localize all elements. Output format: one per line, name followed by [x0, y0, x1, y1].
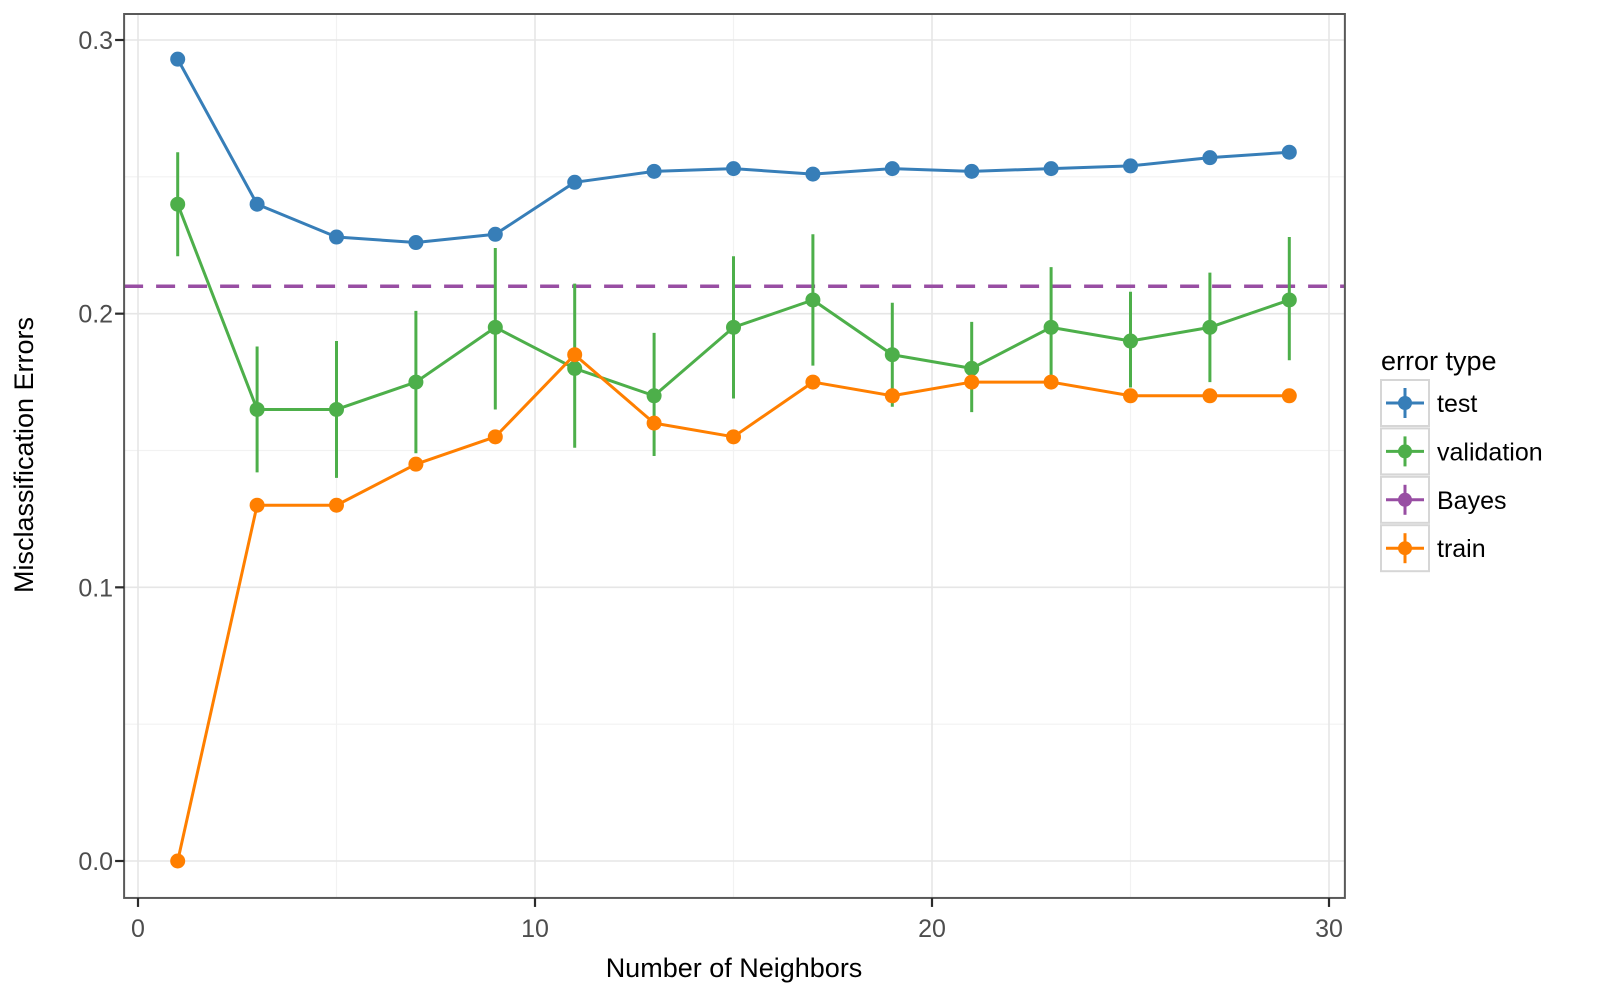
test-point-k9: [487, 226, 503, 242]
validation-point-k19: [884, 347, 900, 363]
train-point-k27: [1202, 388, 1218, 404]
gridlines: [124, 14, 1345, 898]
legend-key-point-validation: [1398, 444, 1412, 459]
validation-point-k1: [170, 196, 186, 212]
test-point-k21: [964, 163, 980, 179]
test-point-k11: [567, 174, 583, 190]
test-point-k5: [329, 229, 344, 245]
test-point-k7: [408, 235, 424, 251]
validation-point-k7: [408, 374, 424, 390]
validation-point-k25: [1123, 333, 1138, 349]
legend-key-point-train: [1398, 541, 1412, 556]
train-point-k3: [249, 497, 265, 513]
x-tick-label: 20: [918, 915, 946, 943]
test-point-k13: [646, 163, 662, 179]
train-point-k17: [805, 374, 821, 390]
validation-point-k29: [1281, 292, 1297, 308]
test-point-k19: [884, 161, 900, 177]
train-point-k21: [964, 374, 980, 390]
legend-label-Bayes: Bayes: [1437, 487, 1506, 515]
train-point-k19: [884, 388, 900, 404]
legend-key-point-test: [1398, 396, 1412, 410]
validation-point-k17: [805, 292, 821, 308]
train-point-k25: [1123, 388, 1138, 404]
train-point-k7: [408, 456, 424, 472]
test-point-k23: [1043, 161, 1059, 177]
test-point-k27: [1202, 150, 1218, 166]
x-tick-label: 30: [1315, 915, 1343, 943]
legend-label-train: train: [1437, 535, 1486, 563]
validation-point-k11: [567, 360, 583, 376]
test-point-k3: [249, 196, 265, 212]
validation-point-k23: [1043, 319, 1059, 335]
axes: 0 10 20 30 0.0 0.1 0.2 0.3: [78, 13, 1346, 943]
legend-label-validation: validation: [1437, 438, 1543, 466]
x-axis-title: Number of Neighbors: [606, 953, 863, 983]
validation-point-k21: [964, 360, 980, 376]
test-point-k29: [1281, 144, 1297, 160]
train-point-k5: [329, 497, 344, 513]
x-tick-label: 0: [131, 915, 145, 943]
train-point-k1: [170, 853, 186, 869]
y-tick-label: 0.0: [78, 848, 113, 876]
train-point-k11: [567, 347, 583, 363]
data-series: [124, 51, 1345, 869]
validation-point-k27: [1202, 319, 1218, 335]
validation-point-k3: [249, 401, 265, 417]
test-point-k25: [1123, 158, 1138, 174]
train-point-k23: [1043, 374, 1059, 390]
validation-point-k13: [646, 388, 662, 404]
legend: test validation Bayes train: [1380, 379, 1543, 573]
y-tick-label: 0.3: [78, 27, 113, 55]
test-point-k1: [170, 51, 186, 67]
validation-point-k9: [487, 319, 503, 335]
validation-point-k15: [726, 319, 741, 335]
panel-border: [123, 13, 1346, 899]
train-point-k29: [1281, 388, 1297, 404]
validation-point-k5: [329, 401, 344, 417]
test-point-k17: [805, 166, 821, 182]
legend-label-test: test: [1437, 390, 1477, 418]
legend-title: error type: [1381, 346, 1497, 376]
x-tick-label: 10: [521, 915, 549, 943]
train-point-k15: [726, 429, 741, 445]
train-point-k13: [646, 415, 662, 431]
y-axis-title: Misclassification Errors: [9, 317, 39, 593]
y-tick-label: 0.2: [78, 301, 113, 329]
train-point-k9: [487, 429, 503, 445]
legend-key-point-Bayes: [1398, 492, 1412, 507]
y-tick-label: 0.1: [78, 574, 113, 602]
test-point-k15: [726, 161, 741, 177]
